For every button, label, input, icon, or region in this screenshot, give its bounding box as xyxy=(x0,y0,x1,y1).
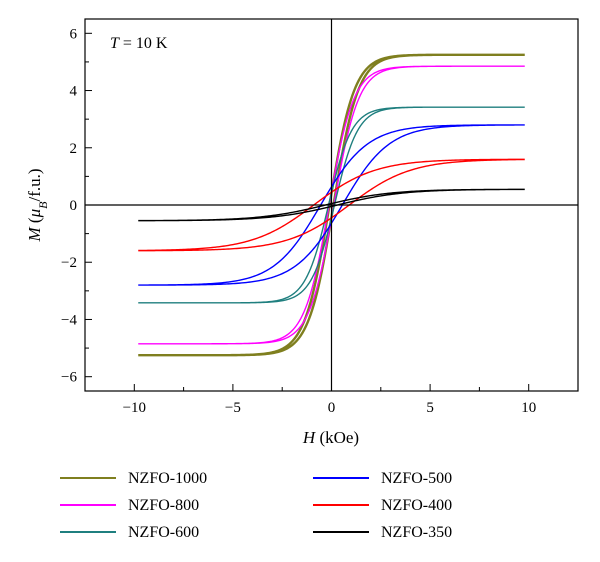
legend: NZFO-1000 NZFO-800 NZFO-600 NZFO-500 NZFO-40… xyxy=(60,470,452,541)
y-tick-label: 0 xyxy=(70,198,78,214)
x-axis-title: H (kOe) xyxy=(302,428,359,447)
y-tick-label: −4 xyxy=(61,312,77,328)
x-tick-label: −5 xyxy=(225,400,241,416)
x-tick-label: 0 xyxy=(328,400,336,416)
legend-label-nzfo-800: NZFO-800 xyxy=(128,497,199,514)
x-tick-label: −10 xyxy=(123,400,146,416)
y-axis-title: M (μB/f.u.) xyxy=(25,168,50,242)
legend-label-nzfo-350: NZFO-350 xyxy=(381,524,452,541)
y-tick-label: −2 xyxy=(61,255,77,271)
y-tick-label: 2 xyxy=(70,141,78,157)
legend-label-nzfo-1000: NZFO-1000 xyxy=(128,470,207,487)
legend-label-nzfo-500: NZFO-500 xyxy=(381,470,452,487)
temperature-annotation: T = 10 K xyxy=(110,35,168,52)
y-tick-label: 4 xyxy=(70,84,78,100)
y-tick-label: −6 xyxy=(61,370,77,386)
axes-group: −10 −5 0 5 10 −6 −4 −2 0 2 4 6 xyxy=(61,18,579,416)
legend-label-nzfo-400: NZFO-400 xyxy=(381,497,452,514)
x-tick-label: 5 xyxy=(426,400,434,416)
y-tick-label: 6 xyxy=(70,26,78,42)
legend-label-nzfo-600: NZFO-600 xyxy=(128,524,199,541)
x-tick-label: 10 xyxy=(521,400,536,416)
